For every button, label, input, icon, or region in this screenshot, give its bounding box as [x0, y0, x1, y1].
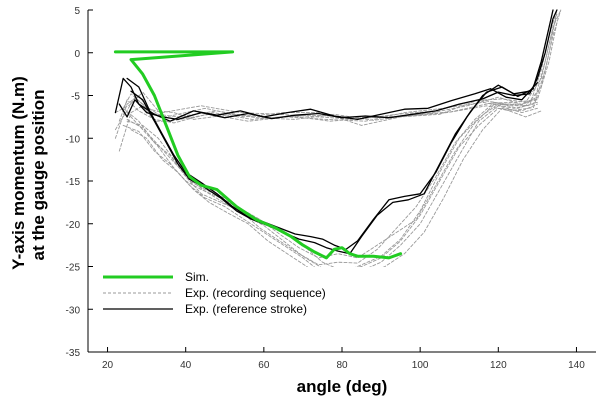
tick-labels: 20 40 60 80 100 120 140 5 0 -5 -10 -15 -20 -25 -30 -35 — [66, 6, 586, 371]
x-tick-label: 20 — [102, 360, 114, 371]
x-axis-title: angle (deg) — [297, 377, 388, 396]
series-line-exp-reference-3 — [130, 86, 535, 255]
y-axis-title-line-1: Y-axis momentum (N.m) — [9, 76, 28, 270]
series-line-exp-recording-2 — [114, 13, 558, 131]
y-axis-title-line-2: at the gauge position — [29, 90, 48, 261]
series-line-exp-reference-1 — [118, 9, 558, 121]
legend: Sim. Exp. (recording sequence) Exp. (refer… — [103, 270, 326, 316]
legend-label-sim: Sim. — [185, 270, 209, 284]
series-line-sim-0 — [113, 50, 403, 260]
x-tick-label: 80 — [336, 360, 348, 371]
legend-label-exp-reference: Exp. (reference stroke) — [185, 302, 307, 316]
series-line-exp-recording-3 — [118, 9, 562, 124]
axes — [87, 9, 596, 353]
plot-lines — [113, 9, 562, 285]
x-tick-label: 40 — [180, 360, 192, 371]
series-line-exp-recording-8 — [122, 101, 538, 266]
series-line-exp-recording-10 — [122, 98, 538, 259]
x-tick-label: 60 — [258, 360, 270, 371]
y-tick-label: -35 — [66, 348, 81, 359]
x-tick-label: 120 — [490, 360, 507, 371]
y-tick-label: -5 — [71, 92, 80, 103]
y-tick-label: -20 — [66, 220, 81, 231]
y-tick-label: -15 — [66, 177, 81, 188]
y-tick-label: -10 — [66, 134, 81, 145]
legend-label-exp-recording: Exp. (recording sequence) — [185, 286, 326, 300]
series-line-exp-recording-4 — [122, 22, 558, 121]
x-tick-label: 100 — [412, 360, 429, 371]
y-tick-label: -30 — [66, 305, 81, 316]
y-tick-label: 0 — [74, 49, 80, 60]
y-tick-label: -25 — [66, 263, 81, 274]
y-tick-label: 5 — [74, 6, 80, 17]
x-tick-label: 140 — [568, 360, 585, 371]
